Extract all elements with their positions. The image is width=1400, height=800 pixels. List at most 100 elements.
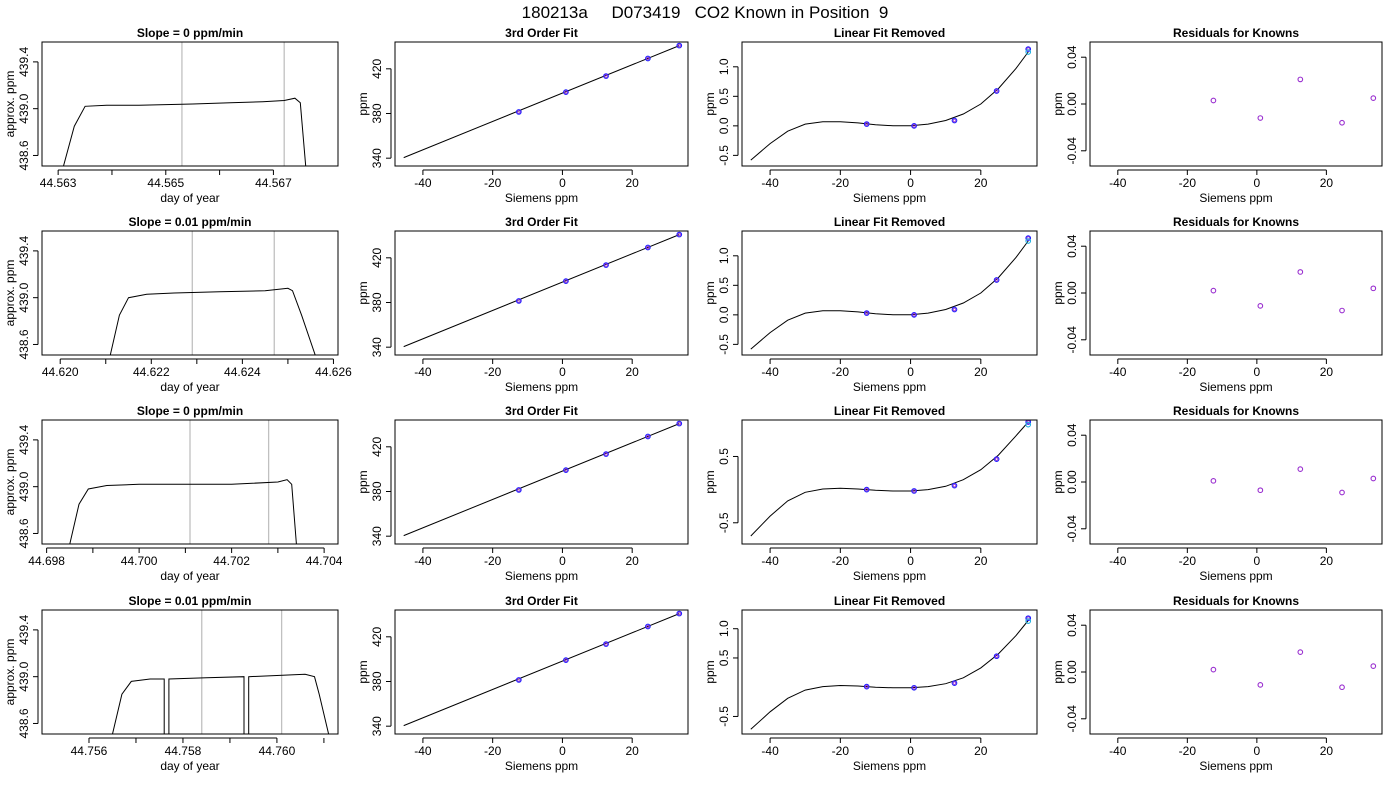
y-tick-label: 420 [370,247,384,267]
y-axis-label: ppm [356,92,370,115]
data-point [911,684,917,691]
data-point [993,88,1000,94]
fit-curve [403,234,680,348]
y-tick-label: 0.0 [717,306,731,323]
x-tick-label: 44.758 [165,744,202,758]
x-axis-label: Siemens ppm [1199,191,1272,205]
x-tick-label: 0 [559,365,566,379]
data-point [564,279,568,283]
data-point [912,489,916,493]
data-point [912,313,916,317]
x-tick-label: -40 [414,176,432,190]
x-tick-label: 44.704 [306,554,343,568]
y-tick-label: 1.0 [717,58,731,75]
x-tick-label: 20 [1320,365,1334,379]
y-tick-label: 438.6 [17,140,31,170]
x-tick-label: -20 [484,744,502,758]
y-axis-label: approx. ppm [3,260,17,327]
y-tick-label: -0.5 [717,145,731,166]
x-tick-label: 0 [559,176,566,190]
panel-title: Linear Fit Removed [834,404,945,418]
data-point [517,110,521,114]
x-tick-label: 0 [907,744,914,758]
y-tick-label: 380 [370,481,384,501]
y-tick-label: 0.00 [1065,281,1079,305]
data-point [1339,307,1345,314]
x-tick-label: 44.698 [28,554,65,568]
data-point [645,55,651,62]
data-point [517,488,521,492]
fit-curve [403,45,680,159]
x-tick-label: -20 [484,365,502,379]
data-series-line [63,97,307,166]
y-axis-label: ppm [703,281,717,304]
data-point [1370,475,1377,482]
y-axis-label: approx. ppm [3,71,17,138]
x-tick-label: -20 [832,554,850,568]
x-axis-label: day of year [160,569,219,583]
x-tick-label: 44.622 [133,365,170,379]
x-axis-label: Siemens ppm [505,759,578,773]
y-axis-label: ppm [356,660,370,683]
data-point [646,624,650,629]
x-axis-label: Siemens ppm [505,191,578,205]
plot-frame [1089,230,1383,356]
plot-frame [741,41,1038,167]
x-tick-label: 20 [974,365,988,379]
panel-resid-3: Residuals for Knowns -40 -20 0 20 Siemens ppm… [1051,404,1383,583]
panel-linres-2: Linear Fit Removed -40 -20 0 20 Siemens ppm -0… [703,215,1038,394]
data-point [645,623,651,630]
data-point [1025,49,1032,55]
plot-frame [741,230,1038,356]
x-tick-label: -40 [414,365,432,379]
y-tick-label: 0.04 [1065,45,1079,69]
data-point [1025,615,1032,622]
data-point [1025,420,1032,425]
y-tick-label: 380 [370,292,384,312]
y-axis-label: ppm [703,92,717,115]
data-point [994,457,999,461]
data-point [1025,46,1032,52]
data-point [912,686,916,690]
data-point [603,641,609,647]
y-tick-label: 420 [370,58,384,78]
x-tick-label: -40 [761,554,779,568]
data-series-line [69,479,297,544]
x-tick-label: 20 [626,554,640,568]
data-point [603,451,609,457]
data-point [603,73,609,79]
y-axis-label: ppm [1051,660,1065,683]
data-point [515,109,522,115]
data-point [604,452,608,456]
data-point [1257,487,1264,494]
panel-title: Linear Fit Removed [834,215,945,229]
y-tick-label: 439.0 [17,282,31,312]
plot-frame [1089,41,1383,167]
data-point [1257,682,1264,688]
x-tick-label: 44.620 [42,365,79,379]
panel-resid-2: Residuals for Knowns -40 -20 0 20 Siemens ppm… [1051,215,1383,394]
x-tick-label: -40 [761,365,779,379]
y-tick-label: -0.04 [1065,137,1079,165]
data-point [863,310,870,316]
data-point [951,117,958,124]
data-point [1026,236,1030,240]
x-tick-label: -40 [414,744,432,758]
data-point [864,684,869,689]
data-series-line [109,287,316,355]
panel-time-4: Slope = 0.01 ppm/min 44.756 44.758 44.760 da… [3,594,339,773]
data-point [952,307,957,312]
y-axis-label: approx. ppm [3,449,17,516]
y-axis-label: ppm [1051,470,1065,493]
data-point [994,654,999,658]
x-tick-label: -20 [484,554,502,568]
x-axis-label: day of year [160,759,219,773]
data-point [993,277,1000,283]
data-point [1025,238,1032,244]
y-tick-label: 340 [370,716,384,736]
y-tick-label: 439.4 [17,47,31,77]
x-tick-label: 44.565 [147,176,184,190]
x-tick-label: -40 [1109,176,1127,190]
data-point [1297,76,1304,83]
